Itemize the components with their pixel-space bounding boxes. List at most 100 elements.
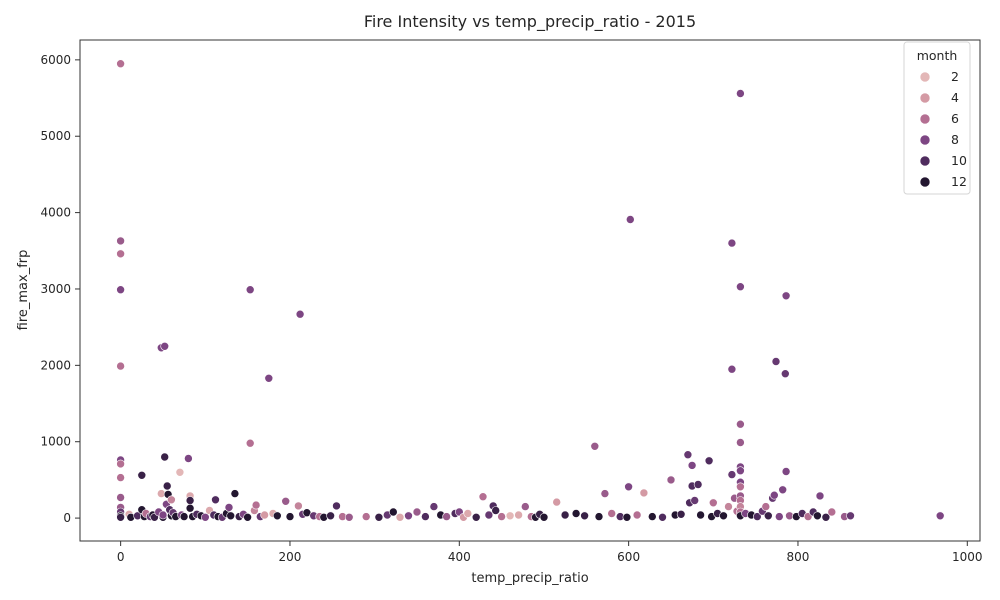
data-point [116,459,125,469]
legend-label: 12 [951,174,967,189]
data-point [580,511,589,521]
x-tick-label: 200 [279,550,302,564]
data-point [245,285,255,295]
data-point [846,511,855,521]
data-point [774,512,784,521]
data-point [752,512,762,521]
data-point [552,497,562,507]
data-point [116,285,125,295]
y-tick-label: 0 [63,511,71,525]
legend-label: 8 [951,132,959,147]
data-point [736,466,745,476]
data-point [471,512,481,522]
data-point [374,512,384,522]
data-point [687,461,697,470]
data-point [116,236,125,246]
data-point [491,506,501,515]
data-point [179,512,189,521]
legend-marker [919,71,931,83]
data-point [201,512,210,522]
legend-label: 6 [951,111,959,126]
data-point [326,511,335,521]
data-point [696,510,705,520]
data-point [295,309,305,319]
y-axis-title: fire_max_frp [16,250,31,331]
chart-title: Fire Intensity vs temp_precip_ratio - 20… [364,12,696,32]
legend-marker [919,134,931,146]
x-tick-label: 0 [117,550,125,564]
data-point [478,492,488,502]
legend-marker [919,176,931,188]
data-point [622,512,632,522]
x-tick-label: 800 [787,550,810,564]
data-point [727,238,737,248]
data-point [243,512,252,522]
data-point [251,500,261,510]
data-point [539,512,549,522]
data-point [736,419,745,429]
x-tick-label: 600 [617,550,640,564]
data-point [514,510,523,520]
data-point [116,473,125,482]
data-point [594,512,604,521]
data-point [520,502,530,511]
data-point [607,509,617,518]
data-point [600,489,610,498]
data-point [505,511,515,521]
data-point [160,452,169,462]
data-point [429,502,439,511]
data-point [116,361,125,371]
data-point [185,496,195,505]
data-point [412,507,422,517]
data-point [226,511,235,521]
data-point [590,441,600,451]
x-axis: 0 200 400 600 800 1000 [117,541,983,564]
data-point [560,510,570,520]
data-point [704,456,714,466]
data-point [763,511,773,521]
data-point [761,502,771,511]
data-point [116,493,125,502]
data-point [724,502,733,511]
data-point [658,512,667,522]
x-axis-title: temp_precip_ratio [471,571,588,586]
data-point [813,511,822,521]
data-point [639,488,649,498]
data-point [230,489,240,498]
data-point [632,510,642,520]
data-point [281,496,291,506]
data-point [160,341,169,351]
data-point [736,89,745,98]
data-point [727,470,737,479]
legend-marker [919,113,931,125]
data-point [175,467,185,477]
data-point [780,369,790,379]
data-point [404,511,413,521]
y-tick-label: 3000 [40,282,71,296]
data-point [272,511,282,521]
data-point [815,491,825,501]
data-point [727,364,737,374]
data-point [821,512,831,522]
data-point [690,496,700,505]
data-point [771,357,781,366]
plot-frame [79,39,981,542]
data-point [484,510,494,520]
y-axis: 0 1000 2000 3000 4000 5000 6000 [40,53,80,525]
y-tick-label: 4000 [40,206,71,220]
legend-marker [919,92,931,104]
data-point [167,495,176,505]
data-point [442,512,451,521]
legend-label: 4 [951,90,959,105]
data-point [224,503,234,512]
data-point [827,507,837,517]
y-tick-label: 5000 [40,129,71,143]
data-point [245,438,255,448]
data-point [676,509,686,519]
data-point [719,511,728,521]
data-point [421,512,430,521]
data-point [624,482,633,492]
data-point [647,512,657,521]
data-point [769,490,779,500]
